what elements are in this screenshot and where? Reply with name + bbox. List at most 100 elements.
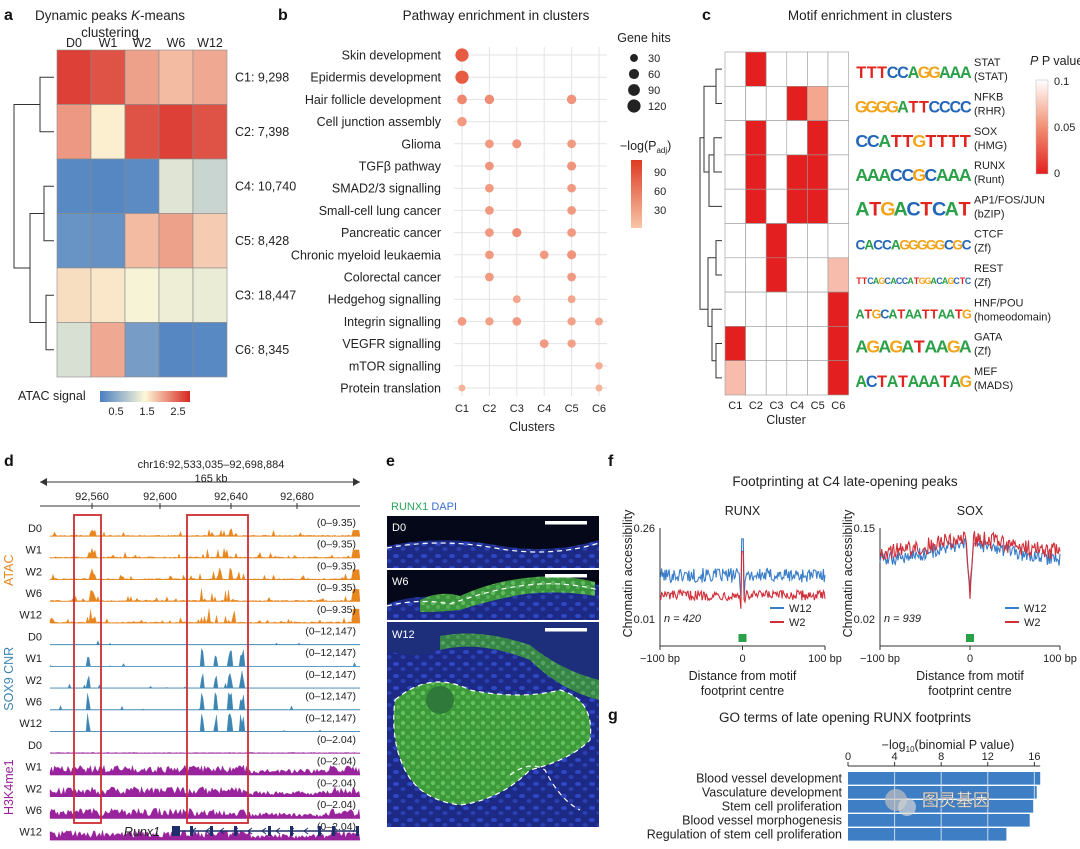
- track-signal: [49, 588, 361, 602]
- track-atac-W1: W1 (0–9.35): [26, 539, 361, 559]
- motif-logo-1-base-3: G: [886, 98, 899, 116]
- track-h3k4me1-W6: W6 (0–2.04): [26, 799, 361, 819]
- panel-c-cell-r5-c1: [745, 223, 767, 259]
- track-range: (0–9.35): [317, 560, 356, 572]
- panel-d-highlight-box-2: [186, 514, 249, 824]
- micrograph-w6: W6: [386, 570, 600, 620]
- motif-logo-8-base-8: G: [947, 337, 961, 357]
- c-d5: [715, 240, 722, 276]
- panel-b-pathway-label-15: Protein translation: [340, 382, 441, 396]
- track-range: (0–12,147): [305, 647, 356, 659]
- footprint-ytick-bottom: 0.02: [854, 614, 875, 626]
- gene-strand-arrow: [247, 827, 253, 835]
- panel-d-axis-tick-0: 92,560: [75, 491, 109, 503]
- panel-a-legend-tick-0: 0.5: [108, 406, 123, 418]
- motif-logo-9: AC T A T AAA T AG: [855, 373, 972, 391]
- panel-c-cluster-label-C2: C2: [749, 400, 763, 412]
- track-range: (0–2.04): [317, 756, 356, 768]
- motif-logo-9-base-7: A: [929, 373, 941, 391]
- panel-c-motif-heatmap: c Motif enrichment in clusters C1 C2 C3 C4 C…: [699, 7, 1080, 427]
- motif-logo-5-base-10: C: [944, 238, 954, 253]
- panel-b-dot-6: [485, 139, 494, 149]
- panel-c-cell-r7-c3: [786, 291, 808, 327]
- panel-a-col-label-W6: W6: [167, 36, 186, 50]
- motif-logo-3-base-6: C: [924, 165, 937, 185]
- panel-d-span-arrow: [40, 478, 360, 486]
- gene-exon-2: [210, 826, 213, 836]
- motif-family-5: (Zf): [974, 243, 991, 255]
- motif-logo-8-base-0: A: [855, 337, 868, 357]
- panel-b-dot-32: [595, 362, 603, 370]
- panel-c-cell-r5-c3: [786, 223, 808, 259]
- track-label: W12: [19, 827, 42, 839]
- panel-b-dot-9: [485, 161, 494, 171]
- footprint-title-runx: RUNX: [725, 504, 761, 518]
- a-dendro-3: [45, 294, 54, 351]
- motif-family-2: (HMG): [974, 140, 1007, 152]
- track-range: (0–9.35): [317, 582, 356, 594]
- motif-logo-2-base-4: T: [902, 131, 913, 151]
- panel-g-go-bars: g GO terms of late opening RUNX footprin…: [608, 707, 1040, 842]
- footprint-xtick-1: 0: [739, 653, 745, 665]
- motif-logo-7-base-6: A: [905, 307, 914, 321]
- panel-b-pathway-label-7: Small-cell lung cancer: [319, 204, 441, 218]
- motif-logo-6-base-18: T: [960, 276, 966, 286]
- motif-family-3: (Runt): [974, 174, 1005, 186]
- motif-logo-4-base-6: C: [932, 198, 946, 220]
- panel-b-pathway-label-4: Glioma: [401, 137, 441, 151]
- motif-logo-5-base-5: G: [899, 238, 910, 253]
- panel-c-cell-r3-c5: [827, 154, 849, 190]
- motif-logo-9-base-8: T: [940, 373, 950, 391]
- c-d1: [713, 137, 722, 173]
- motif-logo-6-base-7: C: [896, 276, 903, 286]
- motif-name-8: GATA: [974, 332, 1003, 344]
- track-sox9-cnr-W1: W1 (0–12,147): [26, 647, 361, 667]
- motif-logo-9-base-10: G: [960, 373, 973, 391]
- panel-c-cell-r2-c1: [745, 120, 767, 156]
- panel-c-cell-r2-c4: [807, 120, 829, 156]
- panel-a-cell-r2-c3: [158, 158, 194, 214]
- panel-a-heatmap: a Dynamic peaks K-means clustering D0 W1 W…: [4, 7, 296, 418]
- footprint-legend-label-W12: W12: [1024, 603, 1047, 615]
- motif-logo-8-base-1: G: [866, 337, 880, 357]
- panel-b-color-legend-tick-0: 90: [654, 167, 666, 179]
- motif-logo-6: T T C A G C A C C A T GG A C A G C T C: [856, 276, 972, 286]
- panel-c-cell-r6-c3: [786, 257, 808, 293]
- footprint-line-runx-W2: [659, 551, 826, 609]
- panel-b-pathway-label-6: SMAD2/3 signalling: [332, 182, 441, 196]
- footprint-legend-label-W12: W12: [789, 603, 812, 615]
- panel-g-tick-0: 0: [845, 751, 851, 763]
- track-range: (0–9.35): [317, 604, 356, 616]
- motif-logo-6-base-10: T: [914, 276, 920, 286]
- panel-g-xlabel: −log10(binomial P value): [882, 738, 1015, 754]
- motif-logo-3-base-5: G: [912, 165, 926, 185]
- footprint-ytick-bottom: 0.01: [634, 614, 655, 626]
- track-signal: [49, 764, 361, 776]
- panel-a-legend-tick-1: 1.5: [139, 406, 154, 418]
- motif-logo-8-base-9: A: [959, 337, 972, 357]
- motif-family-7: (homeodomain): [974, 311, 1051, 323]
- panel-a-cell-r1-c4: [192, 104, 228, 160]
- panel-c-cell-r8-c1: [745, 326, 767, 361]
- panel-g-label-1: Vasculature development: [702, 786, 843, 800]
- panel-c-cell-r6-c1: [745, 257, 767, 293]
- panel-b-size-legend-dot-30: [630, 54, 638, 62]
- panel-c-cell-r0-c5: [827, 51, 849, 87]
- panel-a-dendrogram: [13, 76, 54, 351]
- panel-e-label: e: [386, 453, 395, 470]
- panel-d-axis-tick-3: 92,680: [280, 491, 314, 503]
- track-label: W1: [26, 545, 43, 557]
- panel-b-color-legend-tick-2: 30: [654, 205, 666, 217]
- panel-a-label: a: [4, 7, 13, 24]
- panel-c-cell-r9-c4: [807, 360, 829, 396]
- motif-family-8: (Zf): [974, 346, 991, 358]
- panel-a-cell-r0-c4: [192, 49, 228, 105]
- panel-b-dot-21: [485, 272, 494, 282]
- footprint-xlabel-1: Distance from motif: [916, 669, 1024, 683]
- motif-logo-6-base-3: A: [873, 276, 880, 286]
- motif-logo-3-base-0: A: [855, 165, 868, 185]
- panel-d-locus: chr16:92,533,035–92,698,884: [138, 459, 285, 471]
- track-label: D0: [28, 523, 42, 535]
- panel-g-label-3: Blood vessel morphogenesis: [682, 814, 842, 828]
